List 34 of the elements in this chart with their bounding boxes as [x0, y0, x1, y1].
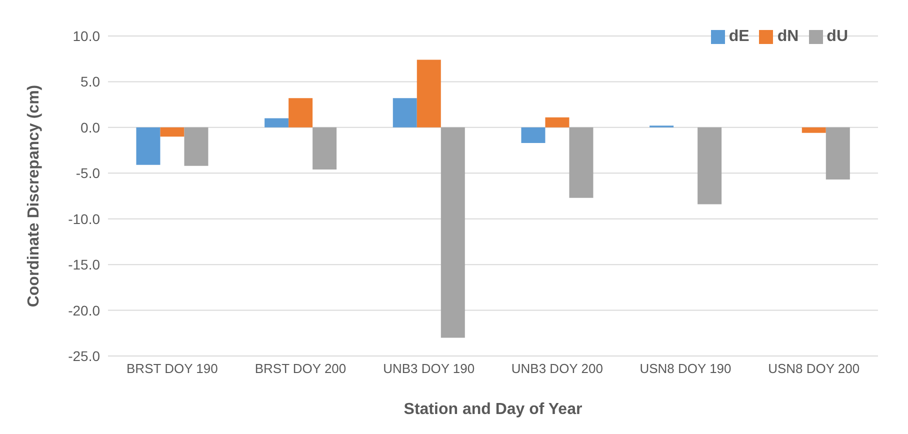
bar: [136, 127, 160, 165]
y-tick-label: 10.0: [72, 28, 100, 44]
bar: [392, 98, 417, 128]
x-tick-label: USN8 DOY 190: [640, 361, 732, 376]
y-axis-title: Coordinate Discrepancy (cm): [26, 84, 43, 308]
bar: [569, 127, 594, 198]
y-tick-label: -5.0: [76, 165, 100, 182]
y-tick-label: -20.0: [68, 302, 100, 318]
bar: [416, 60, 441, 128]
legend-label: dN: [777, 28, 799, 45]
x-tick-label: USN8 DOY 200: [768, 361, 860, 376]
x-tick-label: UNB3 DOY 200: [511, 361, 603, 376]
y-tick-label: -25.0: [68, 348, 100, 364]
x-axis-title: Station and Day of Year: [404, 401, 582, 418]
legend-label: dU: [826, 28, 848, 45]
bar: [802, 127, 826, 133]
bar: [440, 127, 465, 338]
bar: [545, 117, 570, 128]
bar: [521, 127, 546, 143]
y-tick-label: -15.0: [68, 256, 100, 273]
y-tick-label: 5.0: [80, 74, 100, 90]
bar: [264, 118, 289, 128]
legend-label: dE: [728, 28, 750, 45]
y-tick-label: -10.0: [68, 210, 100, 227]
bar: [184, 127, 208, 166]
bar: [698, 127, 722, 204]
bar: [160, 127, 184, 137]
y-tick-label: 0.0: [80, 119, 100, 136]
x-tick-label: UNB3 DOY 190: [383, 361, 475, 376]
x-tick-label: BRST DOY 190: [126, 361, 218, 376]
x-tick-label: BRST DOY 200: [254, 361, 346, 376]
bar: [826, 127, 850, 180]
bar: [288, 98, 313, 128]
bar: [312, 127, 337, 170]
